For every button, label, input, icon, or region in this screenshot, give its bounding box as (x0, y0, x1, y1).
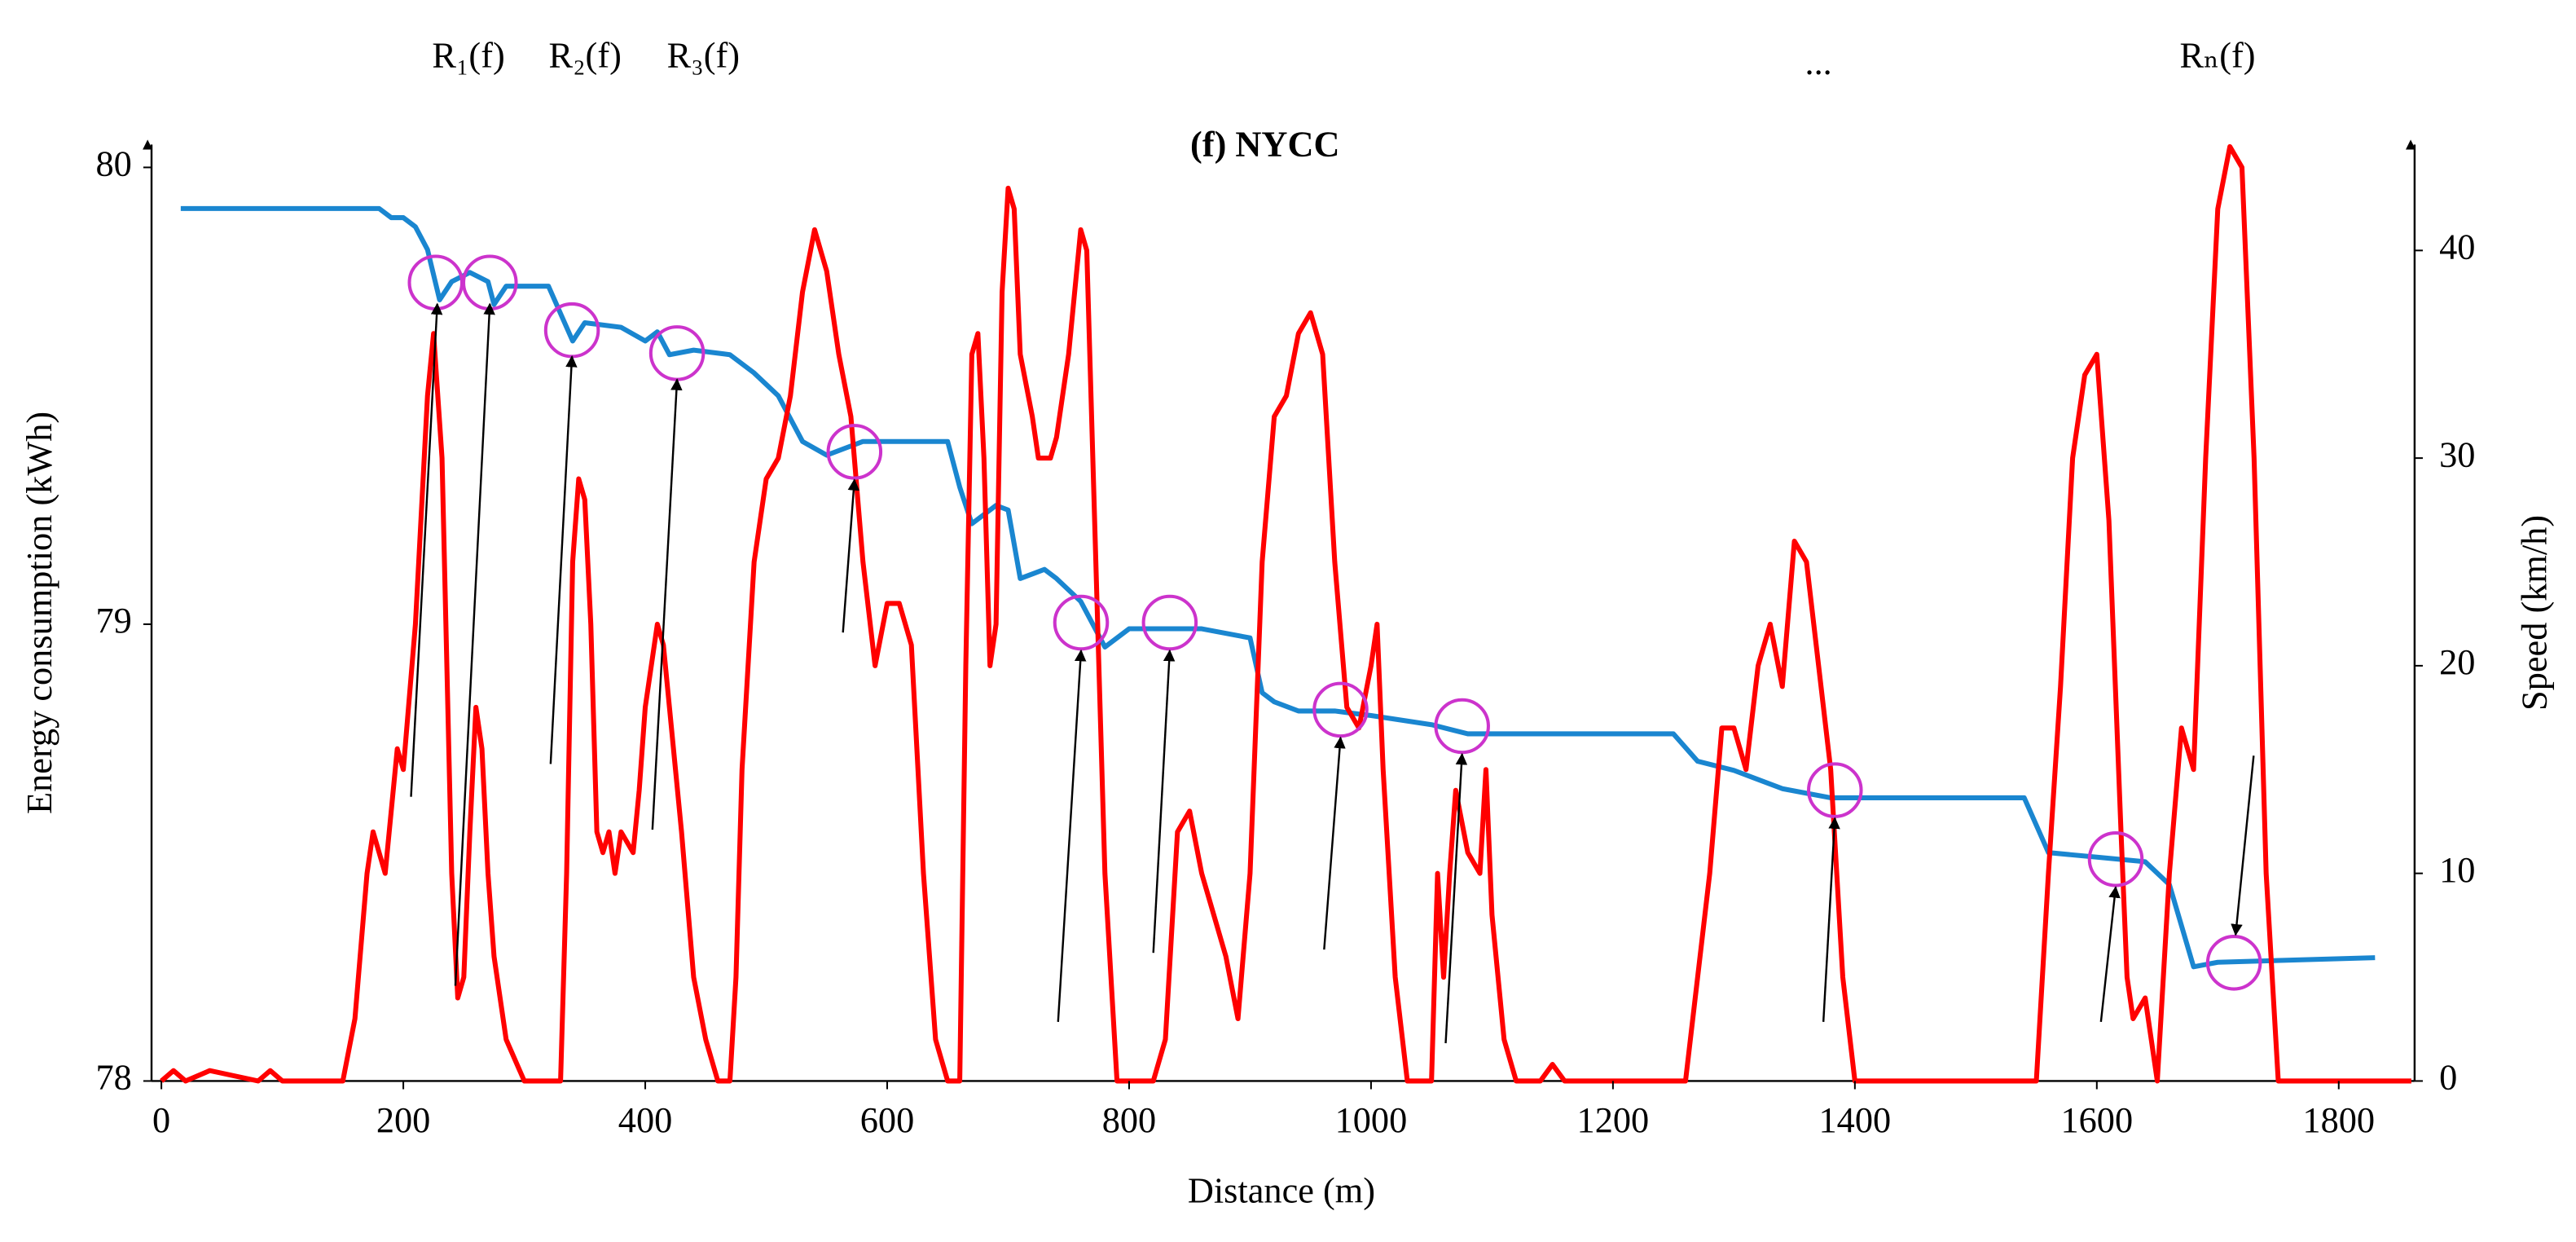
arrow (2099, 886, 2121, 1023)
x-tick-label: 0 (152, 1099, 170, 1140)
arrow (1152, 649, 1176, 954)
x-tick-label: 800 (1102, 1099, 1157, 1140)
arrow (454, 302, 495, 986)
x-tick-label: 600 (860, 1099, 915, 1140)
plot (160, 143, 2411, 1084)
x-tick-label: 1200 (1577, 1099, 1650, 1140)
annotation: ... (1805, 42, 1832, 82)
annotation: Rₙ(f) (2179, 35, 2255, 76)
marker-circle (2205, 935, 2262, 991)
x-tick-label: 1400 (1819, 1099, 1892, 1140)
y2-axis-label: Speed (km/h) (2513, 515, 2554, 711)
arrow (842, 478, 860, 633)
y-axis-label: Energy consumption (kWh) (19, 412, 59, 814)
chart-title: (f) NYCC (1190, 124, 1339, 165)
annotation: R₂(f) (549, 35, 622, 76)
arrow (1822, 817, 1840, 1022)
marker-circle (2087, 831, 2144, 887)
marker-circle (1807, 762, 1863, 818)
x-tick-label: 400 (618, 1099, 673, 1140)
arrow (1057, 649, 1087, 1022)
y2-tick-label: 0 (2439, 1057, 2457, 1098)
annotation: R₁(f) (432, 35, 504, 76)
x-axis-label: Distance (m) (1188, 1170, 1375, 1211)
x-tick-label: 1000 (1335, 1099, 1408, 1140)
marker-circle (543, 302, 600, 359)
series-line (180, 205, 2376, 970)
y2-tick-label: 10 (2439, 849, 2475, 890)
marker-circle (1312, 681, 1369, 738)
x-tick-label: 200 (376, 1099, 430, 1140)
arrow (651, 378, 683, 830)
arrow (1444, 752, 1468, 1044)
marker-circle (1053, 594, 1110, 651)
marker-circle (826, 424, 883, 480)
marker-circle (1141, 594, 1198, 651)
y2-tick-label: 40 (2439, 227, 2475, 267)
series-line (160, 143, 2411, 1084)
arrow (410, 302, 443, 797)
y-tick-label: 78 (95, 1057, 131, 1098)
annotation: R₃(f) (667, 35, 740, 76)
y2-tick-label: 20 (2439, 641, 2475, 682)
y-tick-label: 80 (95, 143, 131, 184)
arrow (2231, 755, 2255, 936)
x-tick-label: 1600 (2060, 1099, 2133, 1140)
arrow (549, 355, 578, 764)
x-tick-label: 1800 (2302, 1099, 2375, 1140)
arrow (1323, 736, 1346, 950)
marker-circle (1434, 698, 1490, 755)
y-tick-label: 79 (95, 600, 131, 641)
y2-tick-label: 30 (2439, 434, 2475, 474)
annotations (407, 254, 2262, 1044)
